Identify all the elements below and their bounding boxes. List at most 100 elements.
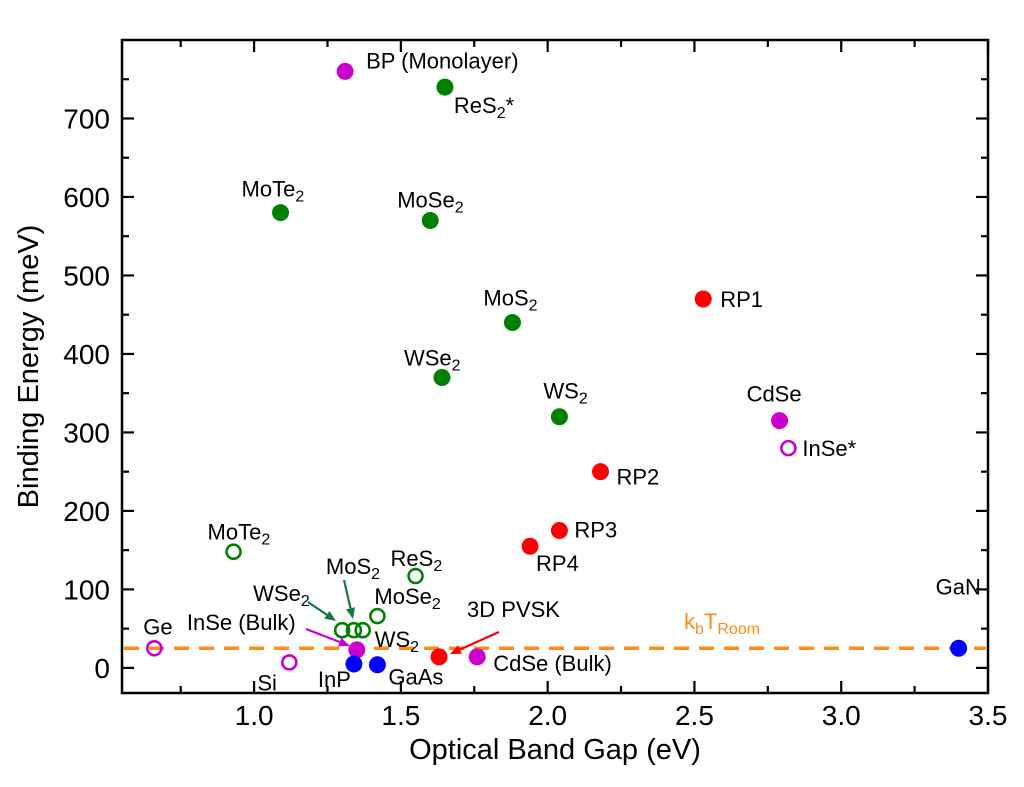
label-Ge-text: Ge <box>143 614 172 639</box>
point-RP2 <box>592 463 610 481</box>
label-InSe-star: InSe* <box>802 436 856 461</box>
label-CdSe-text: CdSe <box>747 382 802 407</box>
x-tick-label: 3.5 <box>969 700 1008 731</box>
label-MoSe2-monolayer-text: MoSe <box>397 188 454 213</box>
label-WS2-bulk: WS2 <box>375 627 419 656</box>
point-MoS2-monolayer <box>503 314 521 332</box>
y-tick-label: 500 <box>63 260 110 291</box>
label-WSe2-monolayer-text: WSe <box>404 345 452 370</box>
y-tick-label-text: 0 <box>94 653 110 684</box>
label-WS2-monolayer-text: WS <box>543 379 578 404</box>
label-MoS2-monolayer: MoS2 <box>483 286 537 315</box>
label-MoTe2-monolayer-sub: 2 <box>295 189 304 206</box>
label-WS2-monolayer: WS2 <box>543 379 587 408</box>
x-tick-label-text: 3.5 <box>969 700 1008 731</box>
label-WS2-monolayer-sub: 2 <box>579 391 588 408</box>
label-RP3-text: RP3 <box>574 518 617 543</box>
point-InSe-bulk <box>348 641 366 659</box>
label-MoS2-bulk-sub: 2 <box>371 566 380 583</box>
label-InP: InP <box>318 667 351 692</box>
y-tick-label: 300 <box>63 417 110 448</box>
x-tick-label-text: 1.0 <box>235 700 274 731</box>
point-MoSe2-monolayer <box>421 212 439 230</box>
label-GaN-text: GaN <box>936 574 981 599</box>
y-tick-label-text: 500 <box>63 260 110 291</box>
kbt-room-label-sub: Room <box>717 621 760 638</box>
label-WSe2-bulk-text: WSe <box>253 581 301 606</box>
label-Ge: Ge <box>143 614 172 639</box>
label-BP-monolayer: BP (Monolayer) <box>366 48 518 73</box>
point-WSe2-monolayer <box>433 368 451 386</box>
label-PVSK-3D-text: 3D PVSK <box>467 597 560 622</box>
label-MoS2-monolayer-sub: 2 <box>529 298 538 315</box>
label-ReS2-monolayer-text: * <box>506 93 515 118</box>
label-RP1-text: RP1 <box>720 287 763 312</box>
y-tick-label-text: 400 <box>63 339 110 370</box>
label-MoSe2-monolayer: MoSe2 <box>397 188 463 217</box>
label-RP2-text: RP2 <box>617 465 660 490</box>
y-tick-label: 0 <box>94 653 110 684</box>
point-MoS2-bulk <box>345 621 363 639</box>
mos2-bulk-arrow-head <box>346 607 356 619</box>
label-RP4: RP4 <box>536 551 579 576</box>
label-GaAs-text: GaAs <box>388 665 443 690</box>
label-WSe2-bulk-sub: 2 <box>301 593 310 610</box>
y-axis-title: Binding Energy (meV) <box>13 225 45 509</box>
label-MoSe2-bulk: MoSe2 <box>374 584 440 613</box>
x-tick-label: 3.0 <box>822 700 861 731</box>
label-MoS2-bulk-text: MoS <box>326 554 371 579</box>
y-tick-label: 200 <box>63 496 110 527</box>
point-WS2-monolayer <box>550 408 568 426</box>
label-MoSe2-monolayer-sub: 2 <box>455 200 464 217</box>
label-RP1: RP1 <box>720 287 763 312</box>
point-GaAs <box>368 656 386 674</box>
inse-bulk-arrow <box>305 627 341 644</box>
point-InSe-star <box>780 439 797 457</box>
y-tick-label-text: 100 <box>63 574 110 605</box>
label-WS2-bulk-sub: 2 <box>410 639 419 656</box>
label-ReS2-bulk: ReS2 <box>391 546 443 575</box>
label-InSe-bulk-text: InSe (Bulk) <box>187 610 296 635</box>
point-ReS2-bulk <box>407 567 424 585</box>
x-tick-label-text: 1.5 <box>381 700 420 731</box>
label-ReS2-bulk-text: ReS <box>391 546 434 571</box>
point-MoTe2-bulk <box>225 543 242 561</box>
label-RP2: RP2 <box>617 465 660 490</box>
x-tick-label: 2.0 <box>528 700 567 731</box>
x-tick-label-text: 2.0 <box>528 700 567 731</box>
y-axis-title-text: Binding Energy (meV) <box>13 225 45 509</box>
point-RP3 <box>550 522 568 540</box>
pvsk-3d-arrow <box>459 630 500 651</box>
y-tick-label-text: 700 <box>63 103 110 134</box>
points-layer <box>145 62 968 674</box>
x-axis-title: Optical Band Gap (eV) <box>409 734 701 766</box>
point-CdSe <box>771 412 789 430</box>
annotation-arrow-layer <box>305 579 500 654</box>
label-MoTe2-monolayer-text: MoTe <box>242 177 296 202</box>
label-WSe2-monolayer-sub: 2 <box>452 357 461 374</box>
label-Si-text: Si <box>257 670 277 695</box>
x-tick-label: 1.0 <box>235 700 274 731</box>
label-WSe2-bulk: WSe2 <box>253 581 310 610</box>
point-RP4 <box>521 537 539 555</box>
x-tick-label-text: 3.0 <box>822 700 861 731</box>
point-Si <box>281 654 298 671</box>
label-MoTe2-bulk-sub: 2 <box>261 532 270 549</box>
x-axis-title-text: Optical Band Gap (eV) <box>409 734 701 766</box>
label-GaN: GaN <box>936 574 981 599</box>
label-CdSe: CdSe <box>747 382 802 407</box>
label-PVSK-3D: 3D PVSK <box>467 597 560 622</box>
label-MoTe2-bulk-text: MoTe <box>208 520 262 545</box>
point-BP-monolayer <box>336 62 354 80</box>
point-PVSK-3D <box>430 648 448 666</box>
pvsk-3d-arrow-head <box>450 645 462 654</box>
label-ReS2-bulk-sub: 2 <box>433 558 442 575</box>
y-tick-label: 600 <box>63 182 110 213</box>
label-CdSe-bulk: CdSe (Bulk) <box>493 651 612 676</box>
label-InSe-star-text: InSe* <box>802 436 856 461</box>
point-MoTe2-monolayer <box>272 204 290 222</box>
label-ReS2-monolayer-text: ReS <box>454 93 497 118</box>
